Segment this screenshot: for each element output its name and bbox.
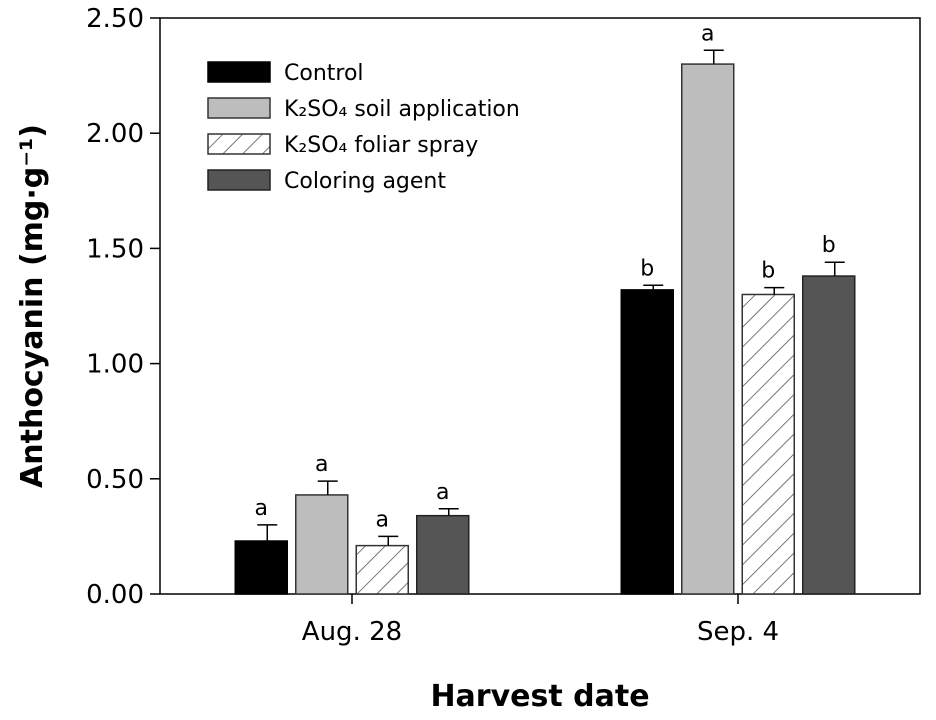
significance-label: b	[640, 256, 654, 281]
bar	[620, 289, 674, 595]
y-axis-title: Anthocyanin (mg·g⁻¹)	[15, 124, 50, 488]
x-tick-label: Aug. 28	[302, 617, 402, 647]
y-axis: 0.00 0.50 1.00 1.50 2.00 2.50	[86, 4, 160, 610]
significance-label: a	[315, 452, 328, 477]
significance-label: a	[436, 480, 449, 505]
bar	[802, 275, 856, 595]
bar-series: a b a a a b a b	[234, 21, 856, 595]
significance-label: b	[822, 233, 836, 258]
bar	[681, 63, 735, 595]
legend: Control K₂SO₄ soil application K₂SO₄ folia…	[207, 61, 520, 194]
significance-label: b	[761, 259, 775, 284]
significance-label: a	[376, 507, 389, 532]
x-axis: Aug. 28 Sep. 4	[302, 594, 779, 647]
y-tick-label: 1.50	[86, 234, 144, 264]
legend-label: Control	[284, 61, 364, 86]
x-axis-title: Harvest date	[430, 679, 649, 714]
y-tick-label: 2.50	[86, 4, 144, 34]
bar	[355, 544, 409, 595]
y-tick-label: 2.00	[86, 119, 144, 149]
legend-label: K₂SO₄ soil application	[284, 97, 520, 122]
bar	[416, 514, 470, 595]
legend-swatch	[207, 169, 271, 191]
bar	[295, 494, 349, 595]
legend-swatch	[207, 97, 271, 119]
legend-label: K₂SO₄ foliar spray	[284, 133, 478, 158]
significance-label: a	[701, 21, 714, 46]
bar	[741, 293, 795, 595]
y-tick-label: 1.00	[86, 350, 144, 380]
y-tick-label: 0.00	[86, 580, 144, 610]
x-tick-label: Sep. 4	[697, 617, 779, 647]
plot-frame	[159, 17, 921, 595]
legend-label: Coloring agent	[284, 169, 446, 194]
legend-swatch	[207, 61, 271, 83]
significance-label: a	[255, 496, 268, 521]
y-tick-label: 0.50	[86, 465, 144, 495]
bar	[234, 540, 288, 595]
legend-swatch	[207, 133, 271, 155]
